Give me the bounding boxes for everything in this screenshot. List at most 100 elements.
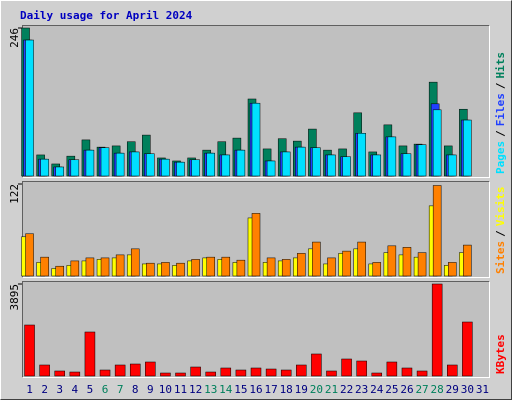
bar (387, 245, 397, 277)
bar (371, 372, 383, 377)
bar (115, 254, 125, 277)
bar (402, 247, 412, 277)
panel-edge-light (22, 281, 490, 378)
x-tick-label: 19 (295, 383, 308, 396)
bar (85, 149, 95, 177)
bar (401, 367, 413, 377)
bar (24, 324, 35, 377)
bar (312, 147, 321, 177)
bar (176, 262, 185, 277)
bar (341, 358, 352, 377)
x-tick-label: 31 (476, 383, 489, 396)
bar (25, 233, 34, 277)
bar (357, 133, 366, 177)
bar (69, 371, 81, 377)
bar (176, 161, 185, 177)
x-tick-label: 3 (56, 383, 63, 396)
bar (372, 154, 382, 177)
x-tick-label: 8 (132, 383, 139, 396)
bar (356, 360, 367, 377)
bar (281, 259, 291, 277)
x-tick-label: 11 (174, 383, 187, 396)
bar (175, 372, 186, 377)
x-tick-label: 6 (102, 383, 109, 396)
bar (146, 262, 155, 277)
x-tick-label: 24 (370, 383, 384, 396)
bar (250, 367, 262, 377)
bar (402, 153, 412, 177)
bar (115, 152, 125, 177)
bar (146, 153, 155, 177)
bar (448, 154, 457, 177)
x-tick-label: 23 (355, 383, 368, 396)
bar (462, 321, 473, 377)
x-tick-label: 26 (400, 383, 413, 396)
bar (296, 364, 307, 377)
x-tick-label: 13 (204, 383, 217, 396)
bar (342, 250, 351, 277)
x-tick-label: 28 (431, 383, 444, 396)
legend-separator: / (494, 82, 507, 89)
x-tick-label: 9 (147, 383, 154, 396)
bar (251, 213, 261, 277)
panel-edge-dark (22, 281, 490, 378)
x-tick-label: 29 (446, 383, 459, 396)
bar (190, 366, 201, 377)
x-tick-label: 7 (117, 383, 124, 396)
bar (280, 369, 292, 377)
bar (55, 265, 64, 277)
bar (387, 136, 397, 177)
x-tick-label: 20 (310, 383, 323, 396)
bar (251, 102, 261, 177)
bar (84, 331, 96, 377)
bar (221, 154, 231, 177)
bar (130, 248, 140, 277)
x-tick-label: 12 (189, 383, 202, 396)
x-tick-label: 15 (234, 383, 247, 396)
bar (417, 252, 427, 277)
x-tick-label: 14 (219, 383, 233, 396)
bar (342, 156, 351, 177)
bar (417, 144, 427, 177)
bar (160, 372, 171, 377)
x-tick-label: 10 (159, 383, 172, 396)
bar (221, 256, 231, 277)
legend-separator: / (494, 130, 507, 137)
bar (265, 368, 277, 377)
bar (100, 147, 110, 177)
bar (191, 159, 200, 177)
x-tick-label: 17 (264, 383, 277, 396)
legend: Pages / Files / Hits (494, 52, 507, 174)
bar (161, 158, 170, 177)
x-tick-label: 16 (249, 383, 262, 396)
x-tick-label: 18 (280, 383, 293, 396)
bar (206, 152, 215, 177)
bar (447, 364, 458, 377)
bar (448, 262, 457, 277)
bar (357, 241, 366, 277)
bar (432, 185, 442, 277)
legend-entry: Files (494, 93, 507, 126)
bar (191, 259, 200, 277)
y-tick-label: 122 (8, 184, 21, 204)
bar (297, 253, 306, 277)
bar (70, 260, 80, 277)
legend: Sites / Visits (494, 187, 507, 275)
bar (70, 159, 80, 177)
bar (266, 160, 276, 177)
bar (55, 166, 64, 177)
bar (206, 256, 215, 277)
bar (236, 149, 246, 177)
bar (130, 151, 140, 177)
bar (220, 367, 232, 377)
bar (386, 361, 398, 377)
x-tick-label: 25 (385, 383, 398, 396)
bar (463, 119, 472, 177)
x-tick-label: 22 (340, 383, 353, 396)
bar (236, 259, 246, 277)
bar (326, 370, 337, 377)
legend-entry: Sites (494, 241, 507, 274)
panel (22, 281, 490, 378)
